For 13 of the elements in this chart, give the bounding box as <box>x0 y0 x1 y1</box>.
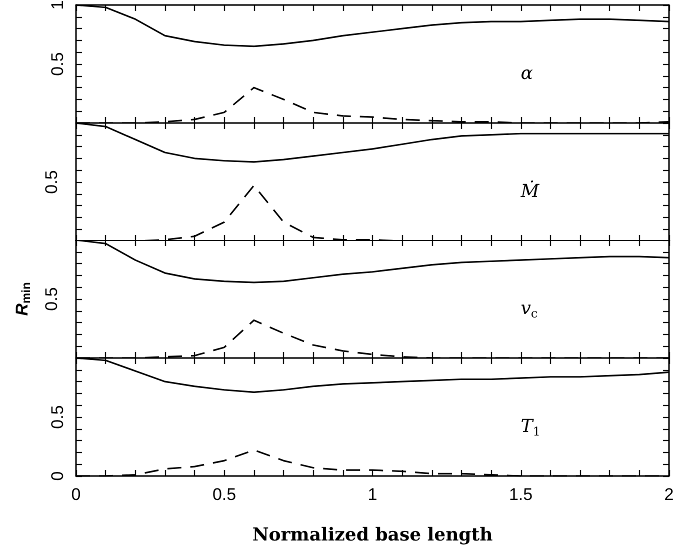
x-tick-label: 0.5 <box>212 484 236 504</box>
x-tick-label: 1.5 <box>508 484 533 504</box>
y-tick-label: 0.5 <box>48 52 67 76</box>
y-tick-label: 0 <box>48 470 67 480</box>
y-tick-label: 1 <box>48 0 67 10</box>
y-tick-label: 0.5 <box>48 404 67 428</box>
y-axis-title: Rmin <box>12 282 33 316</box>
x-tick-label: 1 <box>368 484 378 504</box>
annotation: α <box>520 62 533 84</box>
x-tick-label: 0 <box>71 484 81 504</box>
annotation: Ṁ <box>520 179 540 202</box>
x-tick-label: 2 <box>664 484 674 504</box>
x-axis-title: Normalized base length <box>252 524 493 545</box>
